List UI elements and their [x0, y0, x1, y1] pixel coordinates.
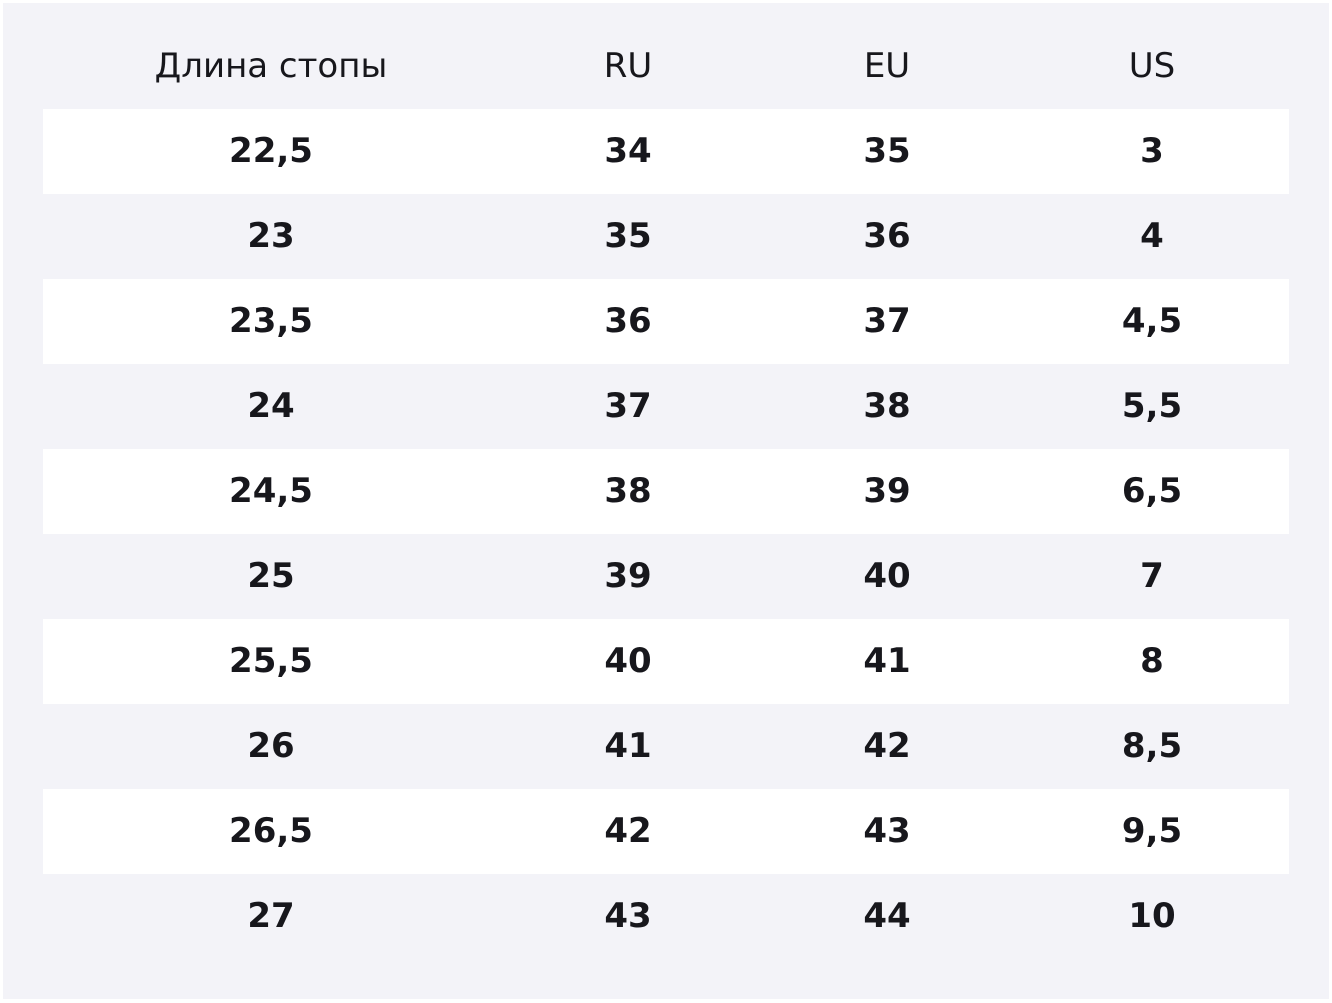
table-cell: Длина стопы — [154, 46, 388, 86]
table-cell: 43 — [863, 811, 911, 851]
table-cell: 25 — [247, 556, 295, 596]
table-row: 25 39 40 7 — [43, 534, 1289, 619]
table-row: 26 41 42 8,5 — [43, 704, 1289, 789]
table-cell: 39 — [863, 471, 911, 511]
table-cell: 43 — [604, 896, 652, 936]
table-cell: 22,5 — [229, 131, 313, 171]
table-cell: 38 — [863, 386, 911, 426]
table-cell: 4,5 — [1121, 301, 1183, 341]
table-cell: 37 — [863, 301, 911, 341]
table-cell: EU — [863, 46, 911, 86]
size-table: Длина стопы RU EU US 22,5 34 35 3 23 35 36 4 23,5 36 3… — [3, 3, 1329, 999]
table-cell: 25,5 — [229, 641, 313, 681]
table-cell: 42 — [863, 726, 911, 766]
table-cell: 24 — [247, 386, 295, 426]
table-row: 22,5 34 35 3 — [43, 109, 1289, 194]
table-row: 23,5 36 37 4,5 — [43, 279, 1289, 364]
table-cell: 9,5 — [1121, 811, 1183, 851]
table-cell: 36 — [604, 301, 652, 341]
table-cell: 41 — [863, 641, 911, 681]
table-cell: 40 — [863, 556, 911, 596]
table-cell: 6,5 — [1121, 471, 1183, 511]
table-cell: 10 — [1128, 896, 1176, 936]
table-cell: 36 — [863, 216, 911, 256]
table-cell: 23 — [247, 216, 295, 256]
table-cell: 41 — [604, 726, 652, 766]
table-cell: 26,5 — [229, 811, 313, 851]
table-cell: 44 — [863, 896, 911, 936]
table-cell: 23,5 — [229, 301, 313, 341]
table-cell: 3 — [1140, 131, 1164, 171]
table-cell: US — [1128, 46, 1176, 86]
table-row: 24,5 38 39 6,5 — [43, 449, 1289, 534]
table-cell: 27 — [247, 896, 295, 936]
header-row: Длина стопы RU EU US — [43, 24, 1289, 109]
table-row: 24 37 38 5,5 — [43, 364, 1289, 449]
table-cell: RU — [603, 46, 653, 86]
table-row: 26,5 42 43 9,5 — [43, 789, 1289, 874]
table-cell: 37 — [604, 386, 652, 426]
table-cell: 34 — [604, 131, 652, 171]
table-cell: 42 — [604, 811, 652, 851]
table-row: 25,5 40 41 8 — [43, 619, 1289, 704]
table-row: 23 35 36 4 — [43, 194, 1289, 279]
table-cell: 5,5 — [1121, 386, 1183, 426]
table-cell: 4 — [1140, 216, 1164, 256]
table-cell: 8,5 — [1121, 726, 1183, 766]
table-cell: 24,5 — [229, 471, 313, 511]
table-cell: 26 — [247, 726, 295, 766]
table-cell: 39 — [604, 556, 652, 596]
table-cell: 40 — [604, 641, 652, 681]
table-row: 27 43 44 10 — [43, 874, 1289, 959]
table-cell: 38 — [604, 471, 652, 511]
table-cell: 35 — [863, 131, 911, 171]
table-cell: 35 — [604, 216, 652, 256]
table-cell: 8 — [1140, 641, 1164, 681]
table-cell: 7 — [1140, 556, 1164, 596]
